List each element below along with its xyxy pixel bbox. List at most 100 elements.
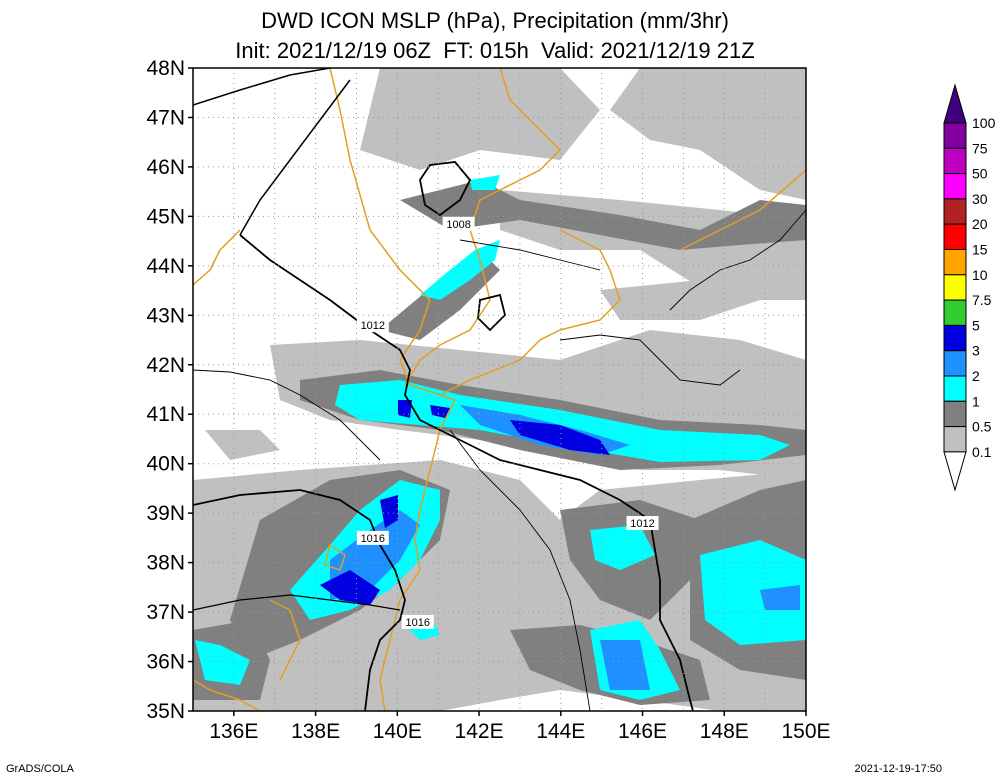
lat-tick-label: 37N [146,601,185,624]
isobar-1016 [193,489,406,711]
isobar-1008 [419,161,472,217]
chart-title-line1: DWD ICON MSLP (hPa), Precipitation (mm/3… [261,8,729,33]
precip-core [600,640,650,690]
lat-tick-label: 45N [146,205,185,228]
isobar-1012 [239,234,694,711]
isobar-label: 1012 [630,518,654,530]
colorbar-swatch [943,299,967,326]
isobar-label: 1008 [446,219,470,231]
lat-tick-label: 36N [146,651,185,674]
colorbar-label: 75 [972,140,988,156]
lon-tick-label: 140E [373,720,422,743]
colorbar-swatch [943,122,967,149]
colorbar-swatch [943,147,967,175]
lat-tick-label: 38N [146,552,185,575]
lat-tick-label: 35N [146,700,185,723]
colorbar-label: 20 [972,216,988,232]
coastline-south [193,679,261,711]
latitude-axis: 35N 36N 37N 38N 39N 40N 41N 42N 43N 44N 45N 46N 47N 4… [146,57,193,723]
coastline-sakhalin-hokkaido [404,68,562,386]
precip-core [335,380,790,462]
colorbar-label: 30 [972,191,988,207]
isobar-label-box [401,614,434,629]
isobar-labels: 1008 1012 1016 1012 1016 [356,216,659,629]
lat-tick-label: 47N [146,106,185,129]
colorbar-swatch [943,198,967,225]
isobars [193,68,806,711]
lon-tick-label: 138E [291,720,340,743]
lon-tick-label: 144E [536,720,585,743]
isobar-label: 1012 [361,320,385,332]
lon-tick-label: 148E [700,720,749,743]
precip-max [380,495,398,528]
lat-tick-label: 43N [146,304,185,327]
colorbar-label: 15 [972,242,988,258]
isobar-label-box [356,318,389,333]
precip-band [400,180,806,250]
lat-tick-label: 40N [146,453,185,476]
precip-area [205,430,280,460]
lat-tick-label: 39N [146,502,185,525]
colorbar-swatch [943,223,967,250]
colorbar-label: 0.1 [972,444,992,460]
isobar [193,68,331,106]
colorbar-swatch [943,375,967,402]
chart-title-line2: Init: 2021/12/19 06Z FT: 015h Valid: 202… [235,38,755,63]
lon-tick-label: 150E [781,720,830,743]
isobar [239,79,351,236]
map-grid [193,68,806,711]
precip-core [195,640,250,685]
colorbar-label: 0.5 [972,419,992,435]
isobar-thin [449,429,591,711]
isobar-label: 1016 [406,617,430,629]
coastline-hokkaido [439,229,621,396]
isobar-label-box [442,216,475,231]
colorbar-min-triangle [943,451,967,492]
footer-timestamp: 2021-12-19-17:50 [854,763,942,775]
map-frame [192,67,807,712]
isobar [193,594,401,611]
lon-tick-label: 142E [455,720,504,743]
precip-core [760,585,800,610]
colorbar-max-triangle [943,83,967,124]
precip-core [470,175,500,190]
colorbar-label: 1 [972,393,980,409]
colorbar-swatch [943,350,967,377]
precip-area [360,68,600,170]
coastline-noto [269,599,301,681]
isobar-thin [193,369,381,461]
colorbar-swatch [943,324,967,352]
colorbar-swatch [943,274,967,301]
precip-max [398,400,412,418]
colorbar-swatch [943,173,967,200]
lat-tick-label: 41N [146,403,185,426]
precip-core [700,540,806,645]
lat-tick-label: 42N [146,354,185,377]
colorbar-swatch [943,249,967,276]
coastline-kuril [679,169,806,251]
lon-tick-label: 146E [618,720,667,743]
colorbar-label: 3 [972,343,980,359]
colorbar-label: 5 [972,317,980,333]
lat-tick-label: 46N [146,156,185,179]
coastline-sado [324,543,346,571]
precipitation-field [193,68,806,711]
colorbar-swatch [943,426,967,453]
isobar-thin [559,334,741,386]
precip-max [510,420,610,455]
colorbar-swatch [943,400,967,428]
precip-core [590,525,655,570]
precip-area [610,68,806,200]
isobar-label: 1016 [361,533,385,545]
precip-max [430,405,450,418]
colorbar-label: 10 [972,267,988,283]
isobar-label-box [356,530,389,545]
lon-tick-label: 136E [209,720,258,743]
colorbar-label: 50 [972,166,988,182]
colorbar-label: 2 [972,368,980,384]
isobar-label-box [626,516,659,531]
precip-core [420,240,500,300]
isobar-thin [669,209,806,311]
lat-tick-label: 48N [146,57,185,80]
